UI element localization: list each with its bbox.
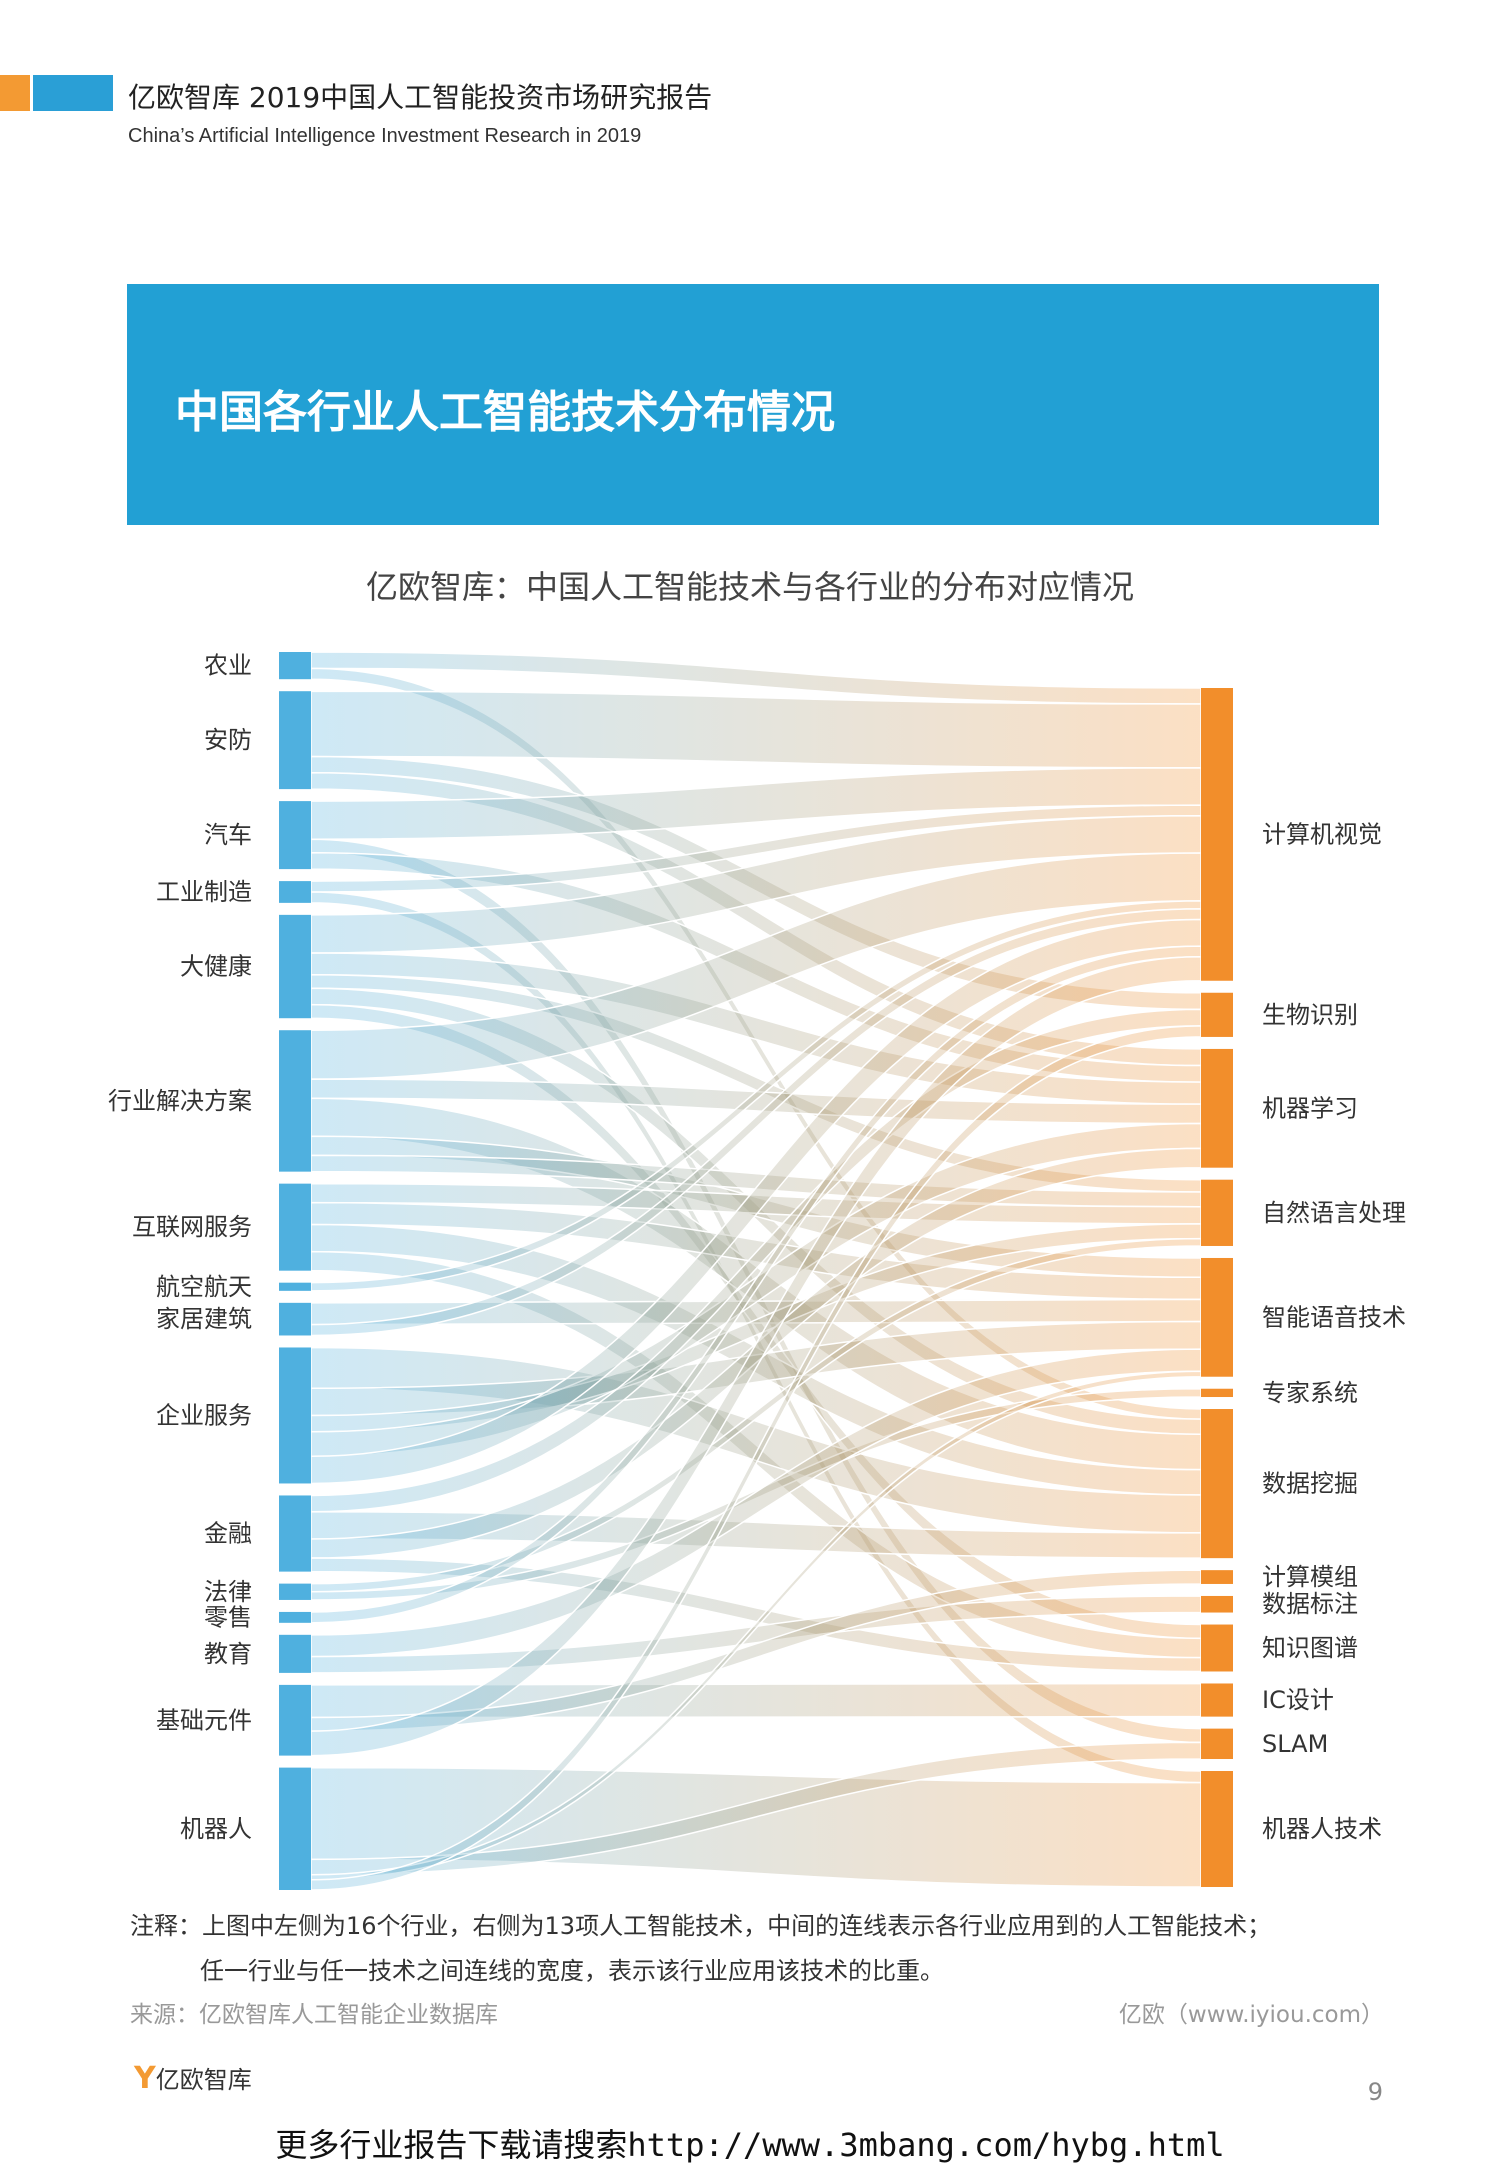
industry-node-bar (279, 1302, 311, 1336)
technology-node-bar (1201, 1624, 1233, 1672)
industry-label: 安防 (204, 726, 252, 754)
industry-label: 零售 (204, 1603, 252, 1631)
report-subtitle: China’s Artificial Intelligence Investme… (128, 125, 642, 147)
technology-node-bar (1201, 1595, 1233, 1613)
logo-text: 亿欧智库 (155, 2066, 252, 2094)
technology-label: IC设计 (1262, 1686, 1334, 1714)
technology-label: SLAM (1262, 1730, 1328, 1758)
technology-label: 计算机视觉 (1262, 820, 1382, 848)
logo-mark-icon: Y (134, 2061, 156, 2096)
header-accent-blue (33, 75, 113, 111)
technology-label: 数据挖掘 (1262, 1470, 1358, 1498)
sankey-link-机器人-生物识别 (310, 1025, 1202, 1891)
industry-label: 大健康 (180, 953, 252, 981)
industry-label: 汽车 (204, 821, 252, 849)
technology-node-bar (1201, 1257, 1233, 1377)
technology-label: 自然语言处理 (1262, 1199, 1406, 1227)
industry-node-bar (279, 1583, 311, 1600)
technology-node-bar (1201, 1409, 1233, 1559)
industry-label: 法律 (204, 1578, 252, 1606)
technology-label: 数据标注 (1262, 1590, 1358, 1618)
industry-node-bar (279, 1282, 311, 1291)
report-title: 亿欧智库 2019中国人工智能投资市场研究报告 (128, 81, 713, 114)
sankey-link-机器人-SLAM (310, 1741, 1202, 1876)
industry-label: 金融 (204, 1520, 252, 1548)
industry-node-bar (279, 1183, 311, 1271)
technology-node-bar (1201, 1179, 1233, 1246)
industry-node-bar (279, 881, 311, 903)
note-line-1: 注释：上图中左侧为16个行业，右侧为13项人工智能技术，中间的连线表示各行业应用… (130, 1912, 1272, 1940)
industry-node-bar (279, 652, 311, 680)
technology-label: 知识图谱 (1262, 1634, 1358, 1662)
source-label: 来源：亿欧智库人工智能企业数据库 (130, 2002, 498, 2028)
industry-nodes: 农业安防汽车工业制造大健康行业解决方案互联网服务航空航天家居建筑企业服务金融法律… (108, 652, 311, 1890)
industry-node-bar (279, 1767, 311, 1890)
industry-label: 行业解决方案 (108, 1087, 252, 1115)
section-title: 中国各行业人工智能技术分布情况 (175, 387, 835, 438)
section-banner: 中国各行业人工智能技术分布情况 (127, 284, 1379, 525)
technology-node-bar (1201, 1728, 1233, 1760)
industry-node-bar (279, 1347, 311, 1484)
footer-download-link[interactable]: 更多行业报告下载请搜索http://www.3mbang.com/hybg.ht… (0, 2120, 1500, 2166)
technology-label: 计算模组 (1262, 1563, 1358, 1591)
industry-node-bar (279, 801, 311, 870)
note-line-2: 任一行业与任一技术之间连线的宽度，表示该行业应用该技术的比重。 (200, 1957, 944, 1985)
industry-label: 农业 (204, 652, 252, 680)
brand-logo: Y亿欧智库 (134, 2060, 252, 2096)
page-number: 9 (1367, 2078, 1383, 2106)
industry-label: 教育 (204, 1640, 252, 1668)
chart-title: 亿欧智库：中国人工智能技术与各行业的分布对应情况 (365, 568, 1134, 606)
industry-node-bar (279, 1684, 311, 1756)
technology-node-bar (1201, 1683, 1233, 1717)
industry-node-bar (279, 1030, 311, 1172)
industry-label: 互联网服务 (132, 1213, 252, 1241)
industry-label: 基础元件 (156, 1706, 252, 1734)
sankey-link-基础元件-计算机视觉 (310, 956, 1202, 1757)
industry-label: 工业制造 (156, 878, 252, 906)
technology-node-bar (1201, 1771, 1233, 1887)
technology-label: 机器人技术 (1262, 1815, 1382, 1843)
industry-node-bar (279, 1495, 311, 1572)
header-accent-orange (0, 75, 30, 111)
industry-node-bar (279, 1611, 311, 1623)
source-website: 亿欧（www.iyiou.com） (1118, 2002, 1384, 2028)
technology-nodes: 计算机视觉生物识别机器学习自然语言处理智能语音技术专家系统数据挖掘计算模组数据标… (1201, 688, 1406, 1887)
industry-label: 家居建筑 (156, 1305, 252, 1333)
technology-label: 智能语音技术 (1262, 1303, 1406, 1331)
technology-node-bar (1201, 1388, 1233, 1398)
industry-label: 企业服务 (156, 1401, 252, 1429)
technology-label: 生物识别 (1262, 1001, 1358, 1029)
technology-node-bar (1201, 992, 1233, 1037)
sankey-link-法律-自然语言处理 (310, 1237, 1202, 1593)
footer-text: 更多行业报告下载请搜索 (275, 2126, 628, 2164)
industry-node-bar (279, 1634, 311, 1673)
industry-node-bar (279, 914, 311, 1019)
technology-node-bar (1201, 688, 1233, 981)
footer-url[interactable]: http://www.3mbang.com/hybg.html (627, 2126, 1225, 2164)
technology-node-bar (1201, 1048, 1233, 1168)
technology-node-bar (1201, 1570, 1233, 1584)
sankey-links (310, 651, 1202, 1891)
technology-label: 专家系统 (1262, 1379, 1358, 1407)
technology-label: 机器学习 (1262, 1094, 1358, 1122)
industry-node-bar (279, 691, 311, 790)
industry-label: 航空航天 (156, 1273, 252, 1301)
industry-label: 机器人 (180, 1815, 252, 1843)
